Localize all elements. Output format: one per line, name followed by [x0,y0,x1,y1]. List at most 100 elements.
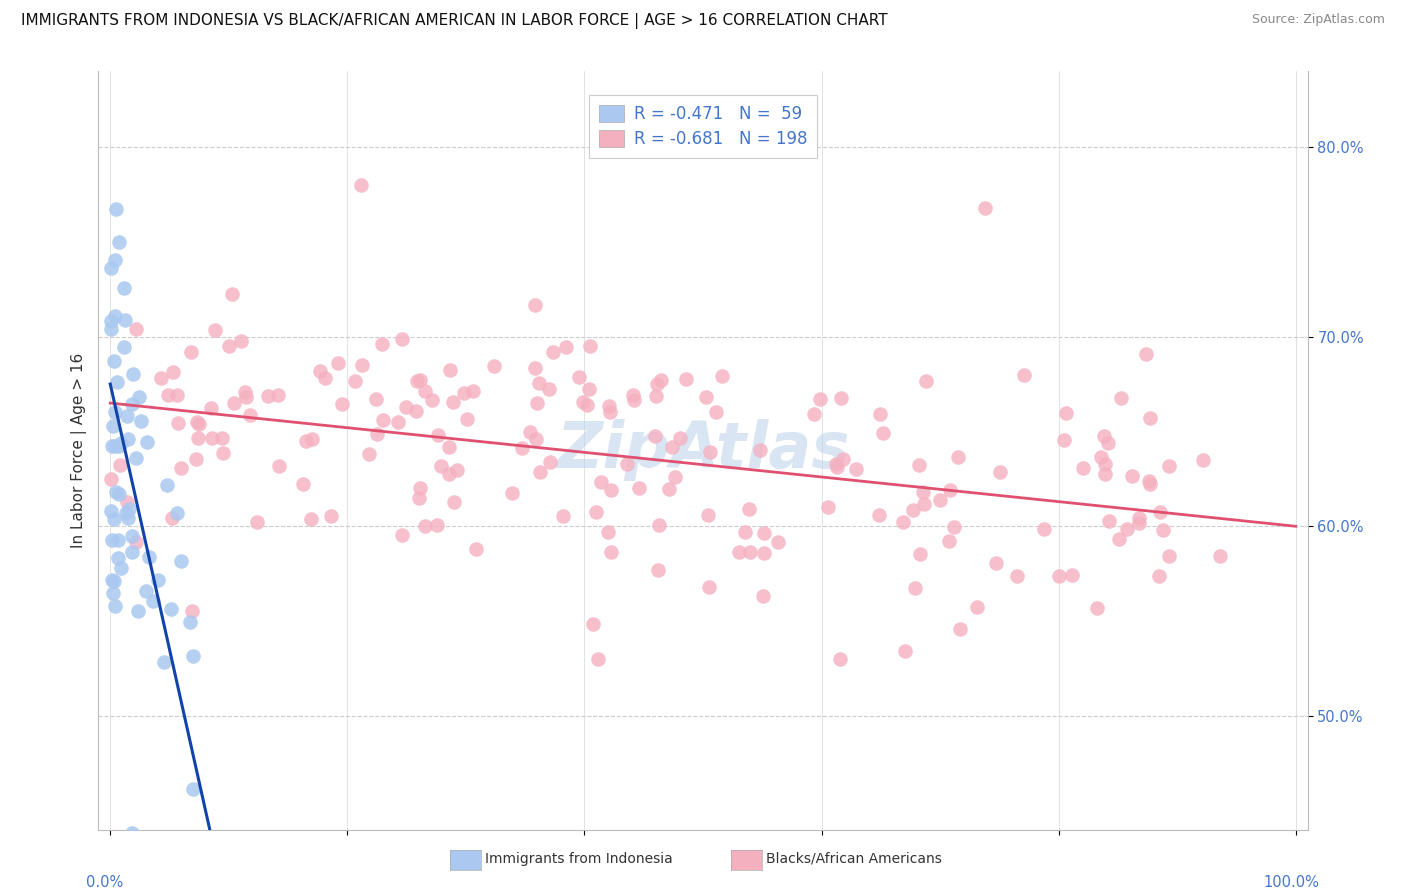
Point [443,495,465,509]
Text: Blacks/African Americans: Blacks/African Americans [766,852,942,866]
Point [121,367,143,381]
Text: IMMIGRANTS FROM INDONESIA VS BLACK/AFRICAN AMERICAN IN LABOR FORCE | AGE > 16 CO: IMMIGRANTS FROM INDONESIA VS BLACK/AFRIC… [21,13,887,29]
Point [644,429,666,443]
Point [908,547,931,561]
Text: Immigrants from Indonesia: Immigrants from Indonesia [485,852,673,866]
Point [598,400,620,414]
Point [292,477,315,491]
Point [101,573,124,587]
Point [894,644,917,658]
Y-axis label: In Labor Force | Age > 16: In Labor Force | Age > 16 [72,353,87,548]
Point [456,412,478,426]
Point [1128,516,1150,531]
Point [1152,524,1174,538]
Point [1157,549,1180,563]
Point [103,353,125,368]
Point [235,390,257,404]
Point [405,404,427,418]
Point [891,516,914,530]
Point [1139,411,1161,425]
Point [233,385,256,400]
Point [117,409,139,423]
Point [267,387,290,401]
Point [103,512,125,526]
Point [661,441,683,455]
Point [553,509,575,524]
Point [257,389,280,403]
Point [387,415,409,429]
Point [142,594,165,608]
Point [107,551,129,566]
Point [107,533,129,547]
Point [100,260,122,275]
Point [149,371,172,385]
Text: 0.0%: 0.0% [86,875,124,890]
Point [727,545,749,559]
Text: Source: ZipAtlas.com: Source: ZipAtlas.com [1251,13,1385,27]
Point [868,508,890,523]
Point [104,252,127,267]
Point [183,648,205,663]
Point [218,339,240,353]
Point [1071,461,1094,475]
Point [461,384,484,399]
Point [830,391,852,405]
Point [658,482,681,496]
Point [105,375,128,389]
Point [623,392,645,407]
Point [501,485,523,500]
Point [1137,474,1160,488]
Point [222,396,245,410]
Point [166,417,188,431]
Point [1053,434,1076,448]
Point [1012,368,1035,383]
Point [911,485,934,500]
Point [526,396,548,410]
Point [156,478,179,492]
Point [371,336,394,351]
Point [453,385,475,400]
Point [938,534,960,549]
Point [738,502,761,516]
Point [869,408,891,422]
Text: ZipAtlas: ZipAtlas [557,419,849,482]
Point [825,458,848,472]
Point [752,545,775,559]
Point [135,584,157,599]
Point [121,545,143,559]
Point [446,463,468,477]
Point [1116,522,1139,536]
Point [319,509,342,524]
Point [101,586,124,600]
Point [1005,568,1028,582]
Point [554,340,576,354]
Point [928,493,950,508]
Point [159,602,181,616]
Point [437,441,460,455]
Point [152,655,174,669]
Point [138,549,160,564]
Point [408,491,430,505]
Point [519,425,541,439]
Point [946,450,969,464]
Point [101,439,124,453]
Point [699,580,721,594]
Point [1054,407,1077,421]
Point [568,369,591,384]
Point [413,384,436,399]
Point [966,599,988,614]
Point [112,340,135,354]
Text: 100.0%: 100.0% [1264,875,1320,890]
Point [523,298,546,312]
Point [420,393,443,408]
Point [901,503,924,517]
Point [125,450,148,465]
Point [439,363,461,377]
Point [100,322,122,336]
Point [1047,568,1070,582]
Point [576,398,599,412]
Point [1121,469,1143,483]
Point [166,506,188,520]
Point [621,388,644,402]
Point [104,202,127,217]
